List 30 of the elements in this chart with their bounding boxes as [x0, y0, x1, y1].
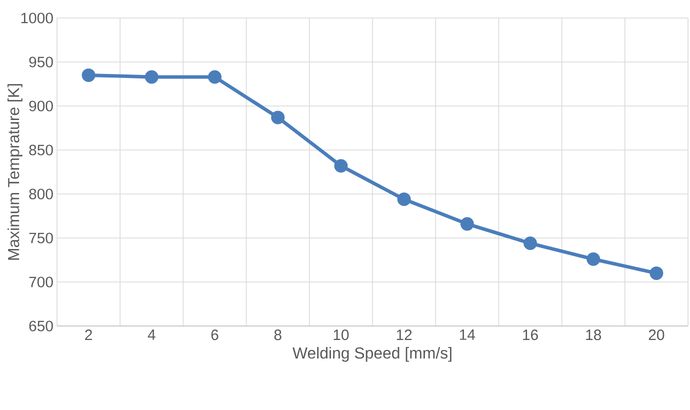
- point: [650, 266, 664, 280]
- y-tick-label: 1000: [21, 12, 53, 24]
- x-tick-label: 16: [523, 330, 538, 340]
- y-tick-label: 650: [29, 320, 53, 332]
- y-tick-label: 800: [29, 188, 53, 200]
- x-tick-label: 2: [85, 330, 92, 340]
- point: [82, 68, 96, 82]
- point: [524, 236, 538, 250]
- y-tick-label: 950: [29, 56, 53, 68]
- x-tick-label: 20: [648, 330, 664, 340]
- x-tick-label: 8: [274, 330, 282, 340]
- point: [586, 252, 600, 266]
- y-tick-label: 750: [29, 232, 53, 244]
- point: [397, 192, 411, 206]
- point: [334, 159, 348, 173]
- x-axis-title: Welding Speed [mm/s]: [292, 346, 452, 362]
- x-tick-label: 4: [148, 330, 156, 340]
- point: [208, 70, 222, 84]
- x-tick-label: 6: [211, 330, 218, 340]
- x-tick-label: 10: [334, 330, 349, 340]
- x-tick-label: 18: [586, 330, 602, 340]
- point: [271, 110, 285, 124]
- y-tick-label: 700: [29, 276, 53, 288]
- y-axis-title: Maximum Temprature [K]: [8, 84, 22, 260]
- y-tick-label: 850: [29, 144, 53, 156]
- x-tick-label: 12: [396, 330, 412, 340]
- y-tick-label: 900: [29, 100, 53, 112]
- point: [144, 70, 158, 84]
- point: [460, 217, 474, 231]
- x-tick-label: 14: [460, 330, 476, 340]
